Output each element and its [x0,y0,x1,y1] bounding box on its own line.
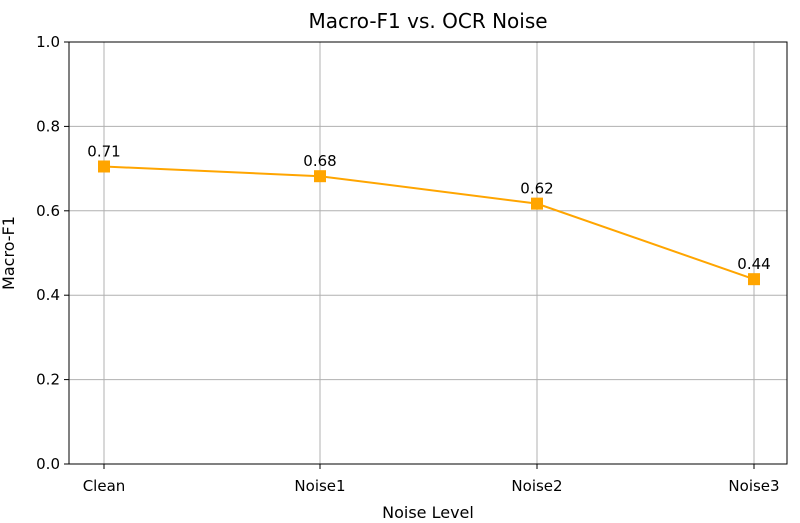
x-tick-label: Noise3 [728,477,779,495]
y-tick-label: 0.0 [36,455,60,473]
plot-frame [68,41,788,465]
x-tick-label: Noise1 [294,477,345,495]
data-point-marker [748,273,760,286]
y-tick-label: 1.0 [36,33,60,51]
data-point-marker [98,160,110,173]
y-tick-label: 0.8 [36,117,60,135]
series-line [103,165,755,281]
data-value-label: 0.62 [520,180,553,198]
axis-ticks: 0.0 0.2 0.4 0.6 0.8 1.0 Clean Noise1 Noise2 Noise… [36,33,779,495]
data-value-label: 0.71 [87,142,120,160]
data-point-marker [531,197,543,210]
data-labels: 0.71 0.68 0.62 0.44 [87,142,770,273]
x-tick-label: Noise2 [511,477,562,495]
y-axis-label: Macro-F1 [0,216,18,290]
data-value-label: 0.44 [737,255,770,273]
x-axis-label: Noise Level [382,503,474,522]
y-tick-label: 0.4 [36,286,60,304]
y-tick-label: 0.6 [36,202,60,220]
x-tick-label: Clean [83,477,126,495]
data-point-marker [314,170,326,183]
data-value-label: 0.68 [303,152,336,170]
y-tick-label: 0.2 [36,371,60,389]
chart-title: Macro-F1 vs. OCR Noise [308,9,547,33]
series-layer [98,160,760,286]
